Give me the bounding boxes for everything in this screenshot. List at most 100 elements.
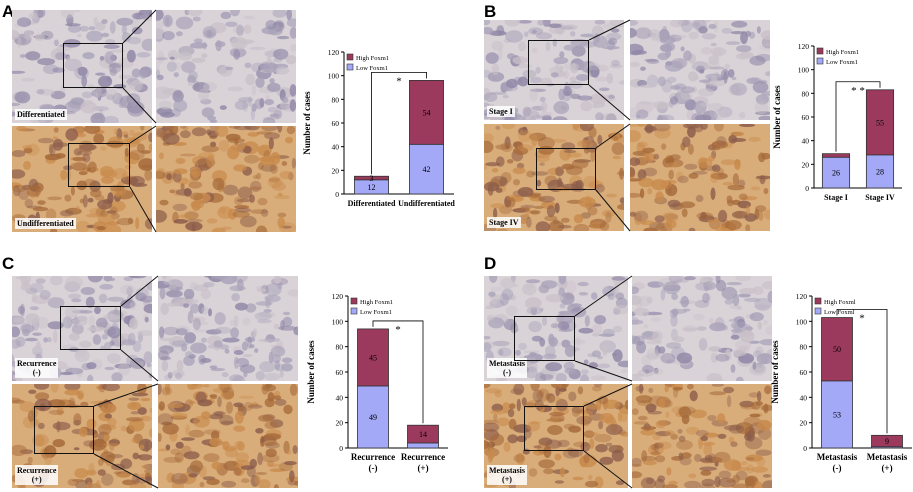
tissue-texture	[158, 384, 298, 488]
significance-marker: *	[395, 324, 401, 336]
x-tick-label: (-)	[833, 463, 842, 473]
tissue-texture	[632, 276, 772, 381]
data-label-low: 28	[876, 167, 884, 176]
data-label-low: 42	[423, 165, 431, 174]
tissue-texture	[156, 126, 296, 232]
micrograph-top-zoom	[632, 276, 772, 381]
bar-high	[409, 80, 444, 145]
y-tick-label: 0	[805, 184, 809, 193]
y-tick-label: 100	[796, 317, 808, 326]
bar-high	[821, 153, 851, 158]
legend-swatch-high	[814, 297, 822, 305]
zoom-box	[68, 143, 130, 187]
panel-d: D Metastasis (-) Metastasis (+) Number o…	[456, 246, 913, 492]
y-tick-label: 120	[328, 48, 340, 57]
bar-low	[821, 156, 851, 189]
significance-bracket	[371, 72, 427, 175]
tissue-texture	[630, 20, 770, 120]
bar-high	[821, 317, 853, 382]
micrograph-bottom-zoom	[632, 384, 772, 488]
bar-chart: Number of cases 0 20 40 60 80 100 120 53 50 Metast…	[770, 292, 912, 473]
bar-low	[407, 442, 439, 449]
data-label-high: 14	[419, 430, 427, 439]
panel-letter: A	[2, 2, 15, 21]
zoom-box	[63, 43, 123, 88]
image-label: Undifferentiated	[15, 218, 76, 229]
legend-label: High Foxm1	[360, 299, 393, 306]
data-label-high: 3	[370, 174, 374, 183]
image-label: Stage IV	[487, 217, 521, 228]
legend-label: Low Foxml	[824, 309, 855, 316]
x-tick-label: (+)	[881, 463, 892, 473]
y-tick-label: 40	[802, 137, 810, 146]
data-label-high: 9	[885, 437, 889, 446]
legend-label: Low Foxm1	[356, 65, 388, 72]
y-tick-label: 120	[798, 42, 810, 51]
x-tick-label: Stage IV	[865, 193, 895, 202]
image-label: Metastasis (+)	[487, 465, 527, 485]
legend-swatch-high	[346, 53, 354, 61]
image-label: Recurrence (+)	[15, 465, 59, 485]
y-tick-label: 0	[335, 190, 339, 199]
tissue-texture	[484, 124, 624, 231]
significance-bracket	[836, 309, 888, 434]
y-tick-label: 120	[332, 292, 344, 301]
bar-chart: Number of cases 0 20 40 60 80 100 120 49 45 Recurr…	[306, 292, 448, 473]
tissue-texture	[156, 10, 296, 123]
micrograph-top-zoom	[158, 276, 298, 381]
y-tick-label: 100	[332, 317, 344, 326]
image-label: Stage I	[487, 106, 515, 117]
zoom-box	[536, 148, 596, 190]
zoom-box	[34, 406, 94, 454]
legend-swatch-high	[816, 47, 824, 55]
panel-letter: D	[484, 254, 497, 273]
x-tick-label: Undifferentiated	[398, 199, 455, 208]
bar-high	[407, 424, 439, 444]
y-tick-label: 40	[336, 393, 344, 402]
legend-swatch-low	[814, 307, 822, 315]
x-tick-label: Stage I	[824, 193, 848, 202]
bar-high	[354, 175, 389, 181]
bar-high	[871, 434, 903, 448]
tissue-texture	[158, 276, 298, 381]
x-tick-label: Recurrence	[401, 452, 445, 462]
y-axis-label: Number of cases	[302, 91, 312, 155]
panel-letter: B	[484, 2, 497, 21]
bar-high	[865, 89, 895, 156]
data-label-low: 12	[368, 183, 376, 192]
significance-marker: *	[859, 313, 865, 325]
image-label: Metastasis (-)	[487, 358, 527, 378]
legend-swatch-low	[350, 307, 358, 315]
y-axis-label: Number of cases	[770, 340, 780, 404]
legend-swatch-low	[816, 57, 824, 65]
x-tick-label: Metastasis	[867, 452, 908, 462]
y-axis-label: Number of cases	[306, 340, 316, 404]
y-tick-label: 20	[336, 419, 344, 428]
data-label-high: 54	[423, 108, 431, 117]
bar-high	[357, 328, 389, 387]
y-tick-label: 40	[332, 143, 340, 152]
data-label-high: 50	[833, 345, 841, 354]
zoom-box	[528, 40, 589, 85]
micrograph-top-zoom	[630, 20, 770, 120]
image-label: Recurrence (-)	[15, 358, 59, 378]
y-tick-label: 20	[800, 419, 808, 428]
x-tick-label: (+)	[417, 463, 428, 473]
zoom-box	[524, 406, 584, 451]
y-tick-label: 120	[796, 292, 808, 301]
data-label-low: 26	[832, 169, 840, 178]
y-tick-label: 0	[339, 444, 343, 453]
zoom-box	[60, 306, 121, 350]
panel-letter: C	[2, 254, 15, 273]
tissue-texture	[632, 384, 772, 488]
y-tick-label: 0	[803, 444, 807, 453]
y-tick-label: 80	[336, 343, 344, 352]
data-label-low: 53	[833, 410, 841, 419]
legend-swatch-high	[350, 297, 358, 305]
y-tick-label: 60	[332, 119, 340, 128]
bar-low	[865, 154, 895, 189]
y-tick-label: 60	[336, 368, 344, 377]
y-tick-label: 60	[802, 113, 810, 122]
panel-b: B Stage I Stage IV Number of cases 0 20 40 6…	[456, 0, 913, 246]
legend-label: High Foxml	[824, 299, 856, 306]
